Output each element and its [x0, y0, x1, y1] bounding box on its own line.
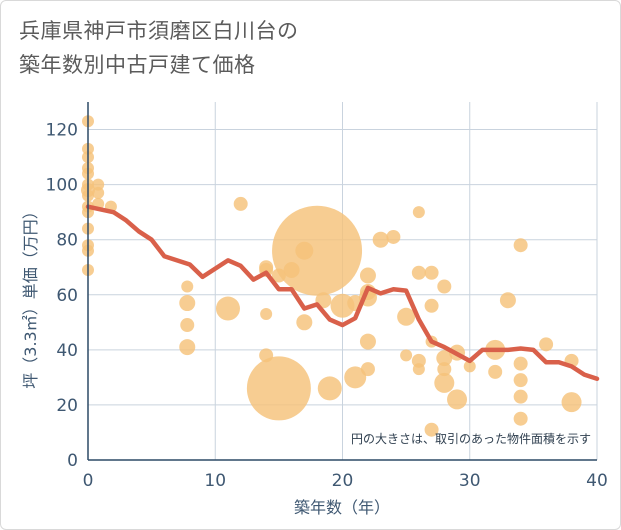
bubble-point: [561, 392, 582, 413]
y-tick-label: 40: [56, 341, 78, 361]
bubble-point: [92, 178, 105, 191]
bubble-point: [92, 186, 105, 199]
bubble-point: [434, 372, 455, 393]
y-tick-label: 0: [67, 451, 78, 471]
bubble-layer: [81, 115, 582, 437]
bubble-point: [386, 229, 401, 244]
bubble-point: [181, 280, 194, 293]
bubble-point: [360, 362, 375, 377]
bubble-point: [272, 205, 363, 296]
y-tick-label: 80: [56, 231, 78, 251]
axes: 0 20 40 60 80 100 120 0 10 20 30 40: [46, 102, 608, 491]
trend-line-layer: [85, 204, 600, 382]
x-tick-label: 40: [586, 471, 608, 491]
y-tick-label: 60: [56, 286, 78, 306]
chart-title: 兵庫県神戸市須磨区白川台の 築年数別中古戸建て価格: [19, 14, 299, 82]
chart-title-line1: 兵庫県神戸市須磨区白川台の: [19, 19, 299, 43]
bubble-point: [424, 265, 439, 280]
x-axis-title: 築年数（年）: [294, 498, 390, 517]
bubble-point: [233, 196, 248, 211]
x-tick-label: 20: [332, 471, 354, 491]
bubble-point: [463, 360, 476, 373]
bubble-point: [436, 350, 453, 367]
bubble-point: [397, 307, 416, 326]
bubble-point: [179, 295, 196, 312]
bubble-point: [246, 356, 311, 421]
bubble-point: [411, 265, 426, 280]
x-tick-label: 0: [83, 471, 94, 491]
chart-title-line2: 築年数別中古戸建て価格: [19, 53, 256, 77]
bubble-point: [488, 364, 503, 379]
average-price-line: [85, 204, 600, 382]
y-tick-label: 100: [46, 176, 78, 196]
bubble-point: [179, 339, 196, 356]
bubble-point: [513, 411, 528, 426]
bubble-point: [513, 238, 528, 253]
bubble-point: [260, 308, 273, 321]
bubble-size-note: 円の大きさは、取引のあった物件面積を示す: [351, 431, 591, 446]
bubble-point: [372, 231, 389, 248]
bubble-point: [412, 206, 425, 219]
bubble-point: [359, 333, 376, 350]
bubble-point: [424, 298, 439, 313]
y-tick-label: 20: [56, 396, 78, 416]
bubble-point: [513, 389, 528, 404]
bubble-point: [424, 422, 439, 437]
bubble-point: [344, 366, 367, 389]
y-axis-title: 坪（3.3㎡）単価（万円）: [21, 203, 40, 388]
bubble-point: [437, 279, 452, 294]
y-tick-label: 120: [46, 121, 78, 141]
bubble-point: [400, 349, 413, 362]
bubble-point: [513, 356, 528, 371]
bubble-point: [412, 363, 425, 376]
bubble-point: [180, 318, 195, 333]
bubble-point: [296, 314, 313, 331]
bubble-point: [317, 376, 342, 401]
bubble-point: [437, 362, 452, 377]
bubble-point: [513, 373, 528, 388]
bubble-point: [215, 296, 240, 321]
x-tick-label: 10: [204, 471, 226, 491]
bubble-point: [359, 267, 376, 284]
bubble-point: [499, 292, 516, 309]
x-tick-label: 30: [459, 471, 481, 491]
bubble-point: [447, 389, 468, 410]
bubble-point: [539, 337, 554, 352]
